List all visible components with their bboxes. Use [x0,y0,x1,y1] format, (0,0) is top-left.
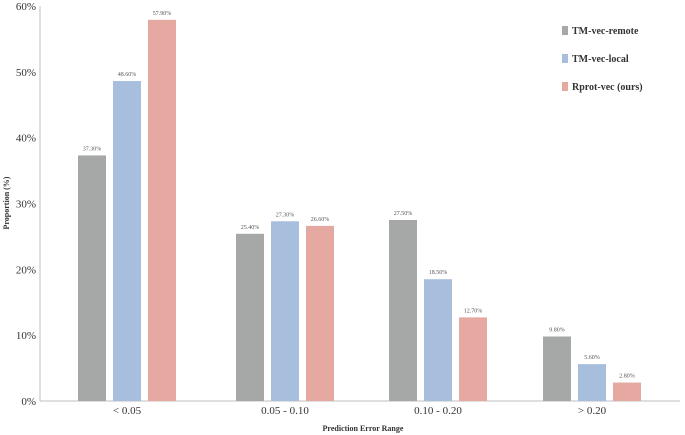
bar-value-label: 27.30% [276,212,295,218]
x-axis-tick-labels: < 0.05 0.05 - 0.10 0.10 - 0.20 > 0.20 [113,405,607,417]
x-tick-label: > 0.20 [578,405,607,417]
y-tick-label: 50% [16,67,36,79]
bar-value-label: 27.50% [394,211,413,217]
x-tick-label: 0.05 - 0.10 [261,405,309,417]
bar [578,364,606,401]
y-tick-label: 40% [16,133,36,145]
x-axis-title: Prediction Error Range [323,424,404,433]
bar-value-label: 26.60% [311,217,330,223]
y-tick-label: 60% [16,1,36,13]
y-axis-title: Proportion (%) [2,176,11,229]
legend: TM-vec-remote TM-vec-local Rprot-vec (ours… [562,26,643,93]
bar [271,221,299,401]
bar-value-label: 12.70% [464,308,483,314]
legend-label: TM-vec-remote [572,26,639,37]
bar [613,382,641,401]
bar [424,279,452,401]
y-tick-label: 0% [21,396,36,408]
bar-labels-group: 37.30% 25.40% 27.50% 9.80% 48.60% 27.30% 18.50… [83,11,635,380]
legend-swatch [562,26,568,35]
bar-value-label: 5.60% [584,355,600,361]
x-tick-label: 0.10 - 0.20 [414,405,462,417]
legend-swatch [562,82,568,91]
x-tick-label: < 0.05 [113,405,142,417]
bar-value-label: 57.90% [153,11,172,17]
y-axis-ticks: 0% 10% 20% 30% 40% 50% 60% [16,1,36,408]
bar [389,219,417,401]
y-tick-label: 30% [16,199,36,211]
bars-group [78,19,641,402]
bar [459,317,487,401]
bar-value-label: 25.40% [241,225,260,231]
bar-value-label: 18.50% [429,270,448,276]
bar [78,155,106,401]
bar [236,233,264,401]
y-tick-label: 10% [16,330,36,342]
bar [113,81,141,402]
legend-label: TM-vec-local [572,54,629,65]
legend-swatch [562,54,568,63]
bar [306,225,334,401]
legend-label: Rprot-vec (ours) [572,82,643,93]
bar [148,19,176,401]
bar-value-label: 9.80% [549,327,565,333]
bar-value-label: 37.30% [83,146,102,152]
bar-value-label: 48.60% [118,72,137,78]
bar [543,336,571,401]
y-tick-label: 20% [16,264,36,276]
bar-value-label: 2.80% [619,374,635,380]
